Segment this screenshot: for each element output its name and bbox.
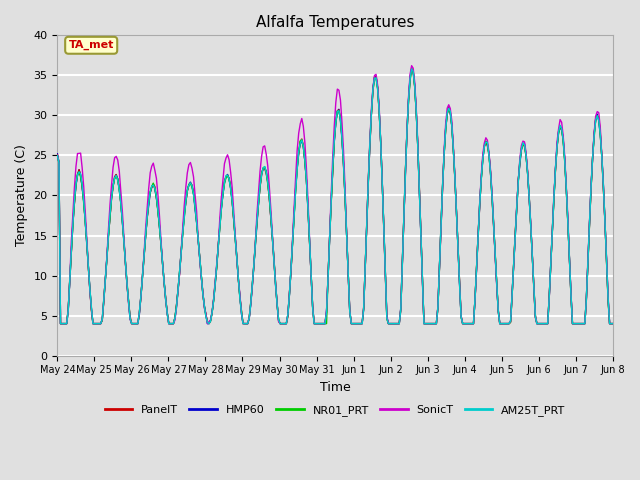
Legend: PanelT, HMP60, NR01_PRT, SonicT, AM25T_PRT: PanelT, HMP60, NR01_PRT, SonicT, AM25T_P… xyxy=(100,401,570,420)
Title: Alfalfa Temperatures: Alfalfa Temperatures xyxy=(256,15,414,30)
Y-axis label: Temperature (C): Temperature (C) xyxy=(15,144,28,246)
Text: TA_met: TA_met xyxy=(68,40,114,50)
X-axis label: Time: Time xyxy=(319,381,351,394)
